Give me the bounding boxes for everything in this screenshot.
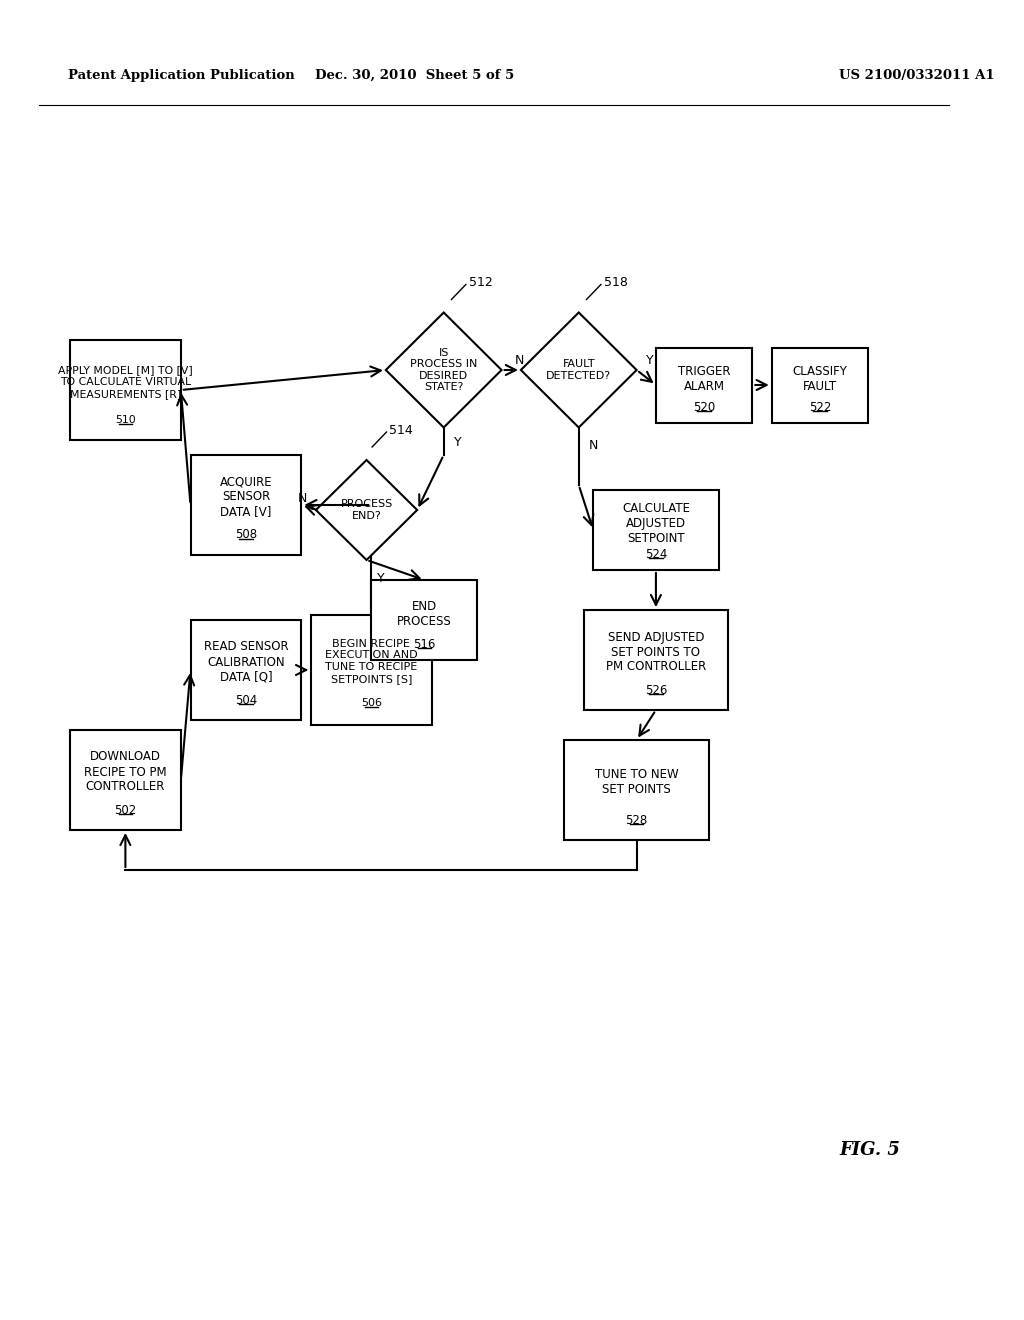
Text: FAULT
DETECTED?: FAULT DETECTED? (546, 359, 611, 380)
Text: Y: Y (455, 436, 462, 449)
Bar (656, 347, 753, 422)
Text: 524: 524 (645, 548, 667, 561)
Text: 506: 506 (360, 698, 382, 708)
Text: DOWNLOAD
RECIPE TO PM
CONTROLLER: DOWNLOAD RECIPE TO PM CONTROLLER (84, 751, 167, 793)
Text: TUNE TO NEW
SET POINTS: TUNE TO NEW SET POINTS (595, 768, 679, 796)
Text: Dec. 30, 2010  Sheet 5 of 5: Dec. 30, 2010 Sheet 5 of 5 (315, 69, 514, 82)
Text: SEND ADJUSTED
SET POINTS TO
PM CONTROLLER: SEND ADJUSTED SET POINTS TO PM CONTROLLE… (606, 631, 706, 673)
Bar (593, 490, 719, 570)
Text: FIG. 5: FIG. 5 (840, 1140, 900, 1159)
Text: IS
PROCESS IN
DESIRED
STATE?: IS PROCESS IN DESIRED STATE? (410, 347, 477, 392)
Text: 512: 512 (469, 276, 493, 289)
Text: READ SENSOR
CALIBRATION
DATA [Q]: READ SENSOR CALIBRATION DATA [Q] (204, 640, 289, 684)
Bar (564, 741, 709, 840)
Text: N: N (514, 354, 523, 367)
Text: BEGIN RECIPE
EXECUTION AND
TUNE TO RECIPE
SETPOINTS [S]: BEGIN RECIPE EXECUTION AND TUNE TO RECIP… (325, 639, 418, 684)
Text: N: N (298, 491, 307, 504)
Text: Y: Y (377, 572, 385, 585)
Text: 526: 526 (645, 684, 667, 697)
Bar (70, 341, 181, 440)
Bar (190, 620, 301, 719)
Text: 502: 502 (115, 804, 136, 817)
Polygon shape (386, 313, 502, 428)
Text: CLASSIFY
FAULT: CLASSIFY FAULT (793, 366, 847, 393)
Bar (584, 610, 728, 710)
Text: ACQUIRE
SENSOR
DATA [V]: ACQUIRE SENSOR DATA [V] (220, 475, 272, 519)
Text: Y: Y (646, 354, 654, 367)
Polygon shape (521, 313, 637, 428)
Text: 508: 508 (234, 528, 257, 541)
Text: APPLY MODEL [M] TO [V]
TO CALCULATE VIRTUAL
MEASUREMENTS [R]: APPLY MODEL [M] TO [V] TO CALCULATE VIRT… (58, 366, 193, 399)
Bar (772, 347, 868, 422)
Bar (190, 455, 301, 554)
Bar (372, 579, 477, 660)
Text: CALCULATE
ADJUSTED
SETPOINT: CALCULATE ADJUSTED SETPOINT (622, 502, 690, 545)
Text: 520: 520 (693, 401, 716, 414)
Text: 510: 510 (115, 414, 136, 425)
Text: PROCESS
END?: PROCESS END? (340, 499, 392, 521)
Text: 504: 504 (234, 693, 257, 706)
Text: END
PROCESS: END PROCESS (397, 599, 452, 627)
Text: Patent Application Publication: Patent Application Publication (68, 69, 294, 82)
Text: 522: 522 (809, 401, 831, 414)
Text: TRIGGER
ALARM: TRIGGER ALARM (678, 366, 730, 393)
Bar (70, 730, 181, 830)
Polygon shape (315, 459, 417, 560)
Text: US 2100/0332011 A1: US 2100/0332011 A1 (840, 69, 994, 82)
Text: 514: 514 (389, 424, 414, 437)
Bar (311, 615, 432, 725)
Text: 518: 518 (604, 276, 628, 289)
Text: N: N (589, 440, 598, 451)
Text: 528: 528 (626, 813, 648, 826)
Text: 516: 516 (414, 638, 435, 651)
